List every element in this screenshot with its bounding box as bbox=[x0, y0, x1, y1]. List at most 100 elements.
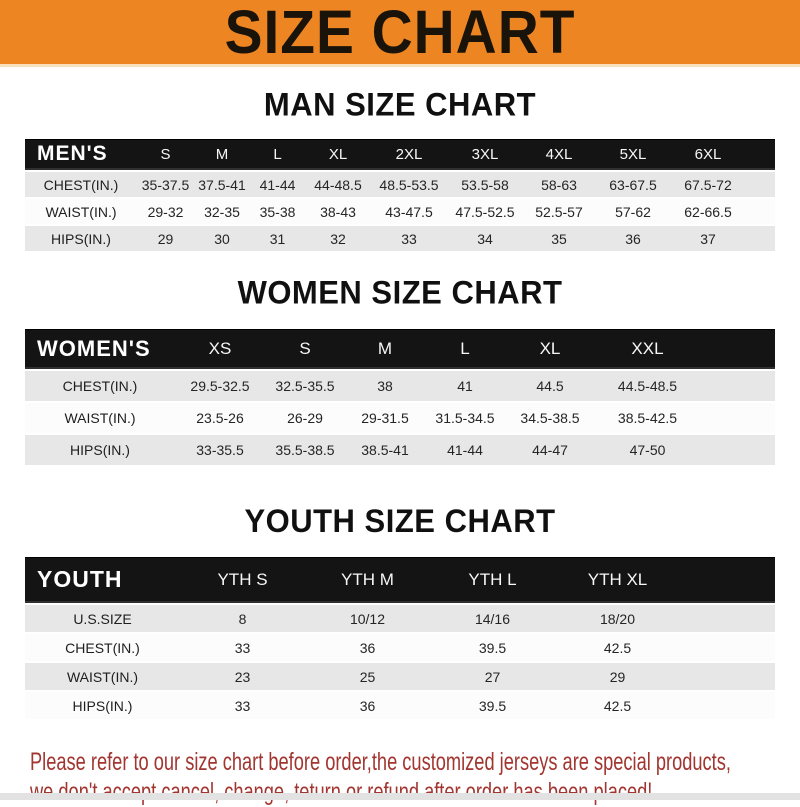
size-value-cell: 34.5-38.5 bbox=[505, 403, 595, 433]
size-value-cell: 44-48.5 bbox=[305, 172, 371, 197]
size-column-header: 6XL bbox=[671, 139, 745, 170]
size-value-cell: 23.5-26 bbox=[175, 403, 265, 433]
size-value-cell: 44-47 bbox=[505, 435, 595, 465]
table-row: WAIST(IN.) 23 25 27 29 bbox=[25, 663, 775, 690]
size-value-cell: 33 bbox=[180, 692, 305, 719]
men-size-table-slot: MEN'S S M L XL 2XL 3XL 4XL 5XL 6XL CHEST(IN.) 35-37… bbox=[0, 137, 800, 253]
size-value-cell: 25 bbox=[305, 663, 430, 690]
section-title-women: WOMEN SIZE CHART bbox=[237, 274, 563, 311]
size-value-cell: 36 bbox=[305, 692, 430, 719]
filler-cell bbox=[680, 663, 775, 690]
men-table-header-row: MEN'S S M L XL 2XL 3XL 4XL 5XL 6XL bbox=[25, 139, 775, 170]
section-youth: YOUTH SIZE CHART YOUTH YTH S YTH M YTH L YTH… bbox=[0, 467, 800, 721]
size-value-cell: 41-44 bbox=[425, 435, 505, 465]
bottom-strip bbox=[0, 793, 800, 800]
size-column-header: 5XL bbox=[595, 139, 671, 170]
size-value-cell: 32.5-35.5 bbox=[265, 371, 345, 401]
filler-cell bbox=[680, 557, 775, 603]
size-value-cell: 8 bbox=[180, 605, 305, 632]
size-value-cell: 37 bbox=[671, 226, 745, 251]
row-label-cell: CHEST(IN.) bbox=[25, 172, 137, 197]
size-value-cell: 52.5-57 bbox=[523, 199, 595, 224]
filler-cell bbox=[680, 605, 775, 632]
footer-note-line-2: we don't accept cancel, change, teturn o… bbox=[30, 778, 653, 806]
women-size-table-slot: WOMEN'S XS S M L XL XXL CHEST(IN.) 29.5-32.5 32.5… bbox=[0, 327, 800, 467]
filler-cell bbox=[700, 403, 775, 433]
size-value-cell: 38 bbox=[345, 371, 425, 401]
size-column-header: YTH L bbox=[430, 557, 555, 603]
size-value-cell: 34 bbox=[447, 226, 523, 251]
section-men: MAN SIZE CHART MEN'S S M L XL 2XL 3XL 4XL 5XL 6XL… bbox=[0, 67, 800, 253]
row-label-cell: U.S.SIZE bbox=[25, 605, 180, 632]
table-row: HIPS(IN.) 29 30 31 32 33 34 35 36 37 bbox=[25, 226, 775, 251]
size-column-header: S bbox=[265, 329, 345, 369]
size-value-cell: 10/12 bbox=[305, 605, 430, 632]
table-label-cell: WOMEN'S bbox=[25, 329, 175, 369]
youth-table-header-row: YOUTH YTH S YTH M YTH L YTH XL bbox=[25, 557, 775, 603]
footer-note-line-1: Please refer to our size chart before or… bbox=[30, 748, 731, 776]
row-label-cell: WAIST(IN.) bbox=[25, 199, 137, 224]
size-value-cell: 31 bbox=[250, 226, 305, 251]
size-value-cell: 29 bbox=[555, 663, 680, 690]
size-value-cell: 47-50 bbox=[595, 435, 700, 465]
row-label-cell: HIPS(IN.) bbox=[25, 226, 137, 251]
size-value-cell: 30 bbox=[194, 226, 250, 251]
section-title-youth: YOUTH SIZE CHART bbox=[244, 502, 556, 540]
size-value-cell: 29 bbox=[137, 226, 194, 251]
size-value-cell: 38.5-42.5 bbox=[595, 403, 700, 433]
row-label-cell: CHEST(IN.) bbox=[25, 634, 180, 661]
size-value-cell: 35-37.5 bbox=[137, 172, 194, 197]
size-value-cell: 44.5-48.5 bbox=[595, 371, 700, 401]
table-row: CHEST(IN.) 29.5-32.5 32.5-35.5 38 41 44.5 44.5… bbox=[25, 371, 775, 401]
size-column-header: XL bbox=[505, 329, 595, 369]
size-value-cell: 39.5 bbox=[430, 692, 555, 719]
size-column-header: YTH M bbox=[305, 557, 430, 603]
size-value-cell: 14/16 bbox=[430, 605, 555, 632]
size-value-cell: 29-31.5 bbox=[345, 403, 425, 433]
size-value-cell: 53.5-58 bbox=[447, 172, 523, 197]
size-column-header: L bbox=[250, 139, 305, 170]
size-value-cell: 41-44 bbox=[250, 172, 305, 197]
size-value-cell: 27 bbox=[430, 663, 555, 690]
size-value-cell: 29-32 bbox=[137, 199, 194, 224]
table-row: U.S.SIZE 8 10/12 14/16 18/20 bbox=[25, 605, 775, 632]
filler-cell bbox=[680, 692, 775, 719]
size-value-cell: 35-38 bbox=[250, 199, 305, 224]
table-label-cell: YOUTH bbox=[25, 557, 180, 603]
table-row: HIPS(IN.) 33 36 39.5 42.5 bbox=[25, 692, 775, 719]
size-value-cell: 26-29 bbox=[265, 403, 345, 433]
women-table-header-row: WOMEN'S XS S M L XL XXL bbox=[25, 329, 775, 369]
size-value-cell: 58-63 bbox=[523, 172, 595, 197]
youth-size-table-slot: YOUTH YTH S YTH M YTH L YTH XL U.S.SIZE 8 10/12… bbox=[0, 555, 800, 721]
size-value-cell: 63-67.5 bbox=[595, 172, 671, 197]
filler-cell bbox=[700, 329, 775, 369]
row-label-cell: HIPS(IN.) bbox=[25, 435, 175, 465]
size-value-cell: 31.5-34.5 bbox=[425, 403, 505, 433]
size-column-header: S bbox=[137, 139, 194, 170]
size-value-cell: 37.5-41 bbox=[194, 172, 250, 197]
size-column-header: M bbox=[194, 139, 250, 170]
size-column-header: 3XL bbox=[447, 139, 523, 170]
filler-cell bbox=[745, 172, 775, 197]
size-column-header: 2XL bbox=[371, 139, 447, 170]
table-row: WAIST(IN.) 23.5-26 26-29 29-31.5 31.5-34.5 34… bbox=[25, 403, 775, 433]
youth-size-table: YOUTH YTH S YTH M YTH L YTH XL U.S.SIZE 8 10/12… bbox=[25, 555, 775, 721]
size-value-cell: 38-43 bbox=[305, 199, 371, 224]
size-value-cell: 33-35.5 bbox=[175, 435, 265, 465]
table-label-cell: MEN'S bbox=[25, 139, 137, 170]
filler-cell bbox=[745, 226, 775, 251]
size-value-cell: 36 bbox=[595, 226, 671, 251]
size-column-header: YTH XL bbox=[555, 557, 680, 603]
size-value-cell: 18/20 bbox=[555, 605, 680, 632]
size-column-header: M bbox=[345, 329, 425, 369]
size-value-cell: 42.5 bbox=[555, 634, 680, 661]
filler-cell bbox=[745, 139, 775, 170]
section-women: WOMEN SIZE CHART WOMEN'S XS S M L XL XXL CHEST(… bbox=[0, 253, 800, 467]
row-label-cell: CHEST(IN.) bbox=[25, 371, 175, 401]
size-value-cell: 43-47.5 bbox=[371, 199, 447, 224]
size-value-cell: 35 bbox=[523, 226, 595, 251]
size-column-header: XXL bbox=[595, 329, 700, 369]
size-column-header: L bbox=[425, 329, 505, 369]
row-label-cell: WAIST(IN.) bbox=[25, 663, 180, 690]
